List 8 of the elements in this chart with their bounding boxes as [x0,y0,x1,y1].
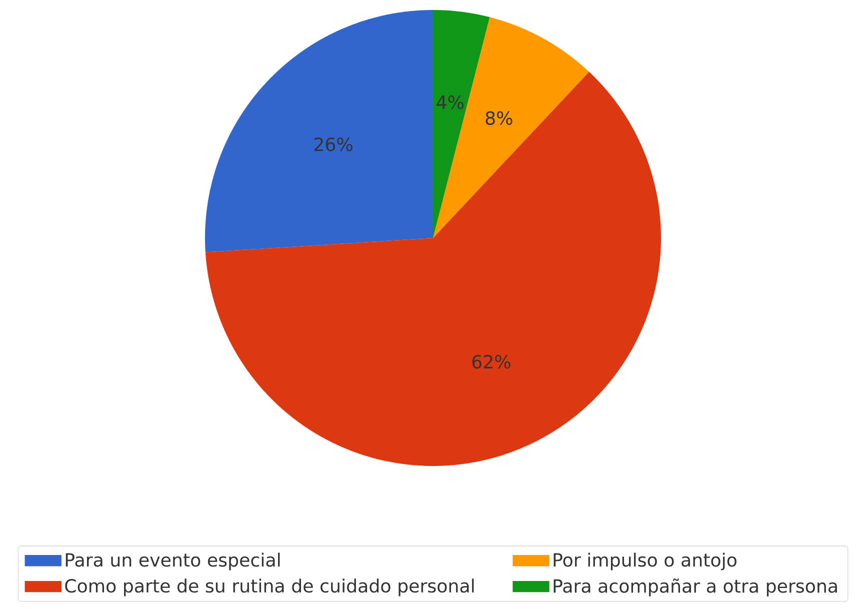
data-label: 26% [314,138,352,152]
legend-label: Como parte de su rutina de cuidado personal [65,578,474,596]
legend-label: Por impulso o antojo [554,552,736,570]
data-label: 62% [472,354,510,369]
data-label: 4% [436,95,464,110]
data-label: 8% [486,111,512,125]
legend-label: Para un evento especial [66,552,280,570]
legend-label: Para acompañar a otra persona [554,578,837,596]
